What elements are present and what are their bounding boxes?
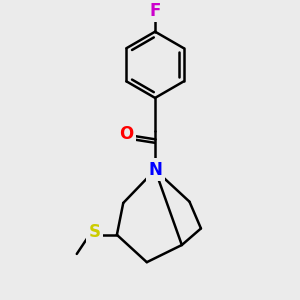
Text: F: F [149, 2, 161, 20]
Text: N: N [148, 161, 162, 179]
Text: S: S [88, 223, 101, 241]
Text: O: O [119, 124, 134, 142]
